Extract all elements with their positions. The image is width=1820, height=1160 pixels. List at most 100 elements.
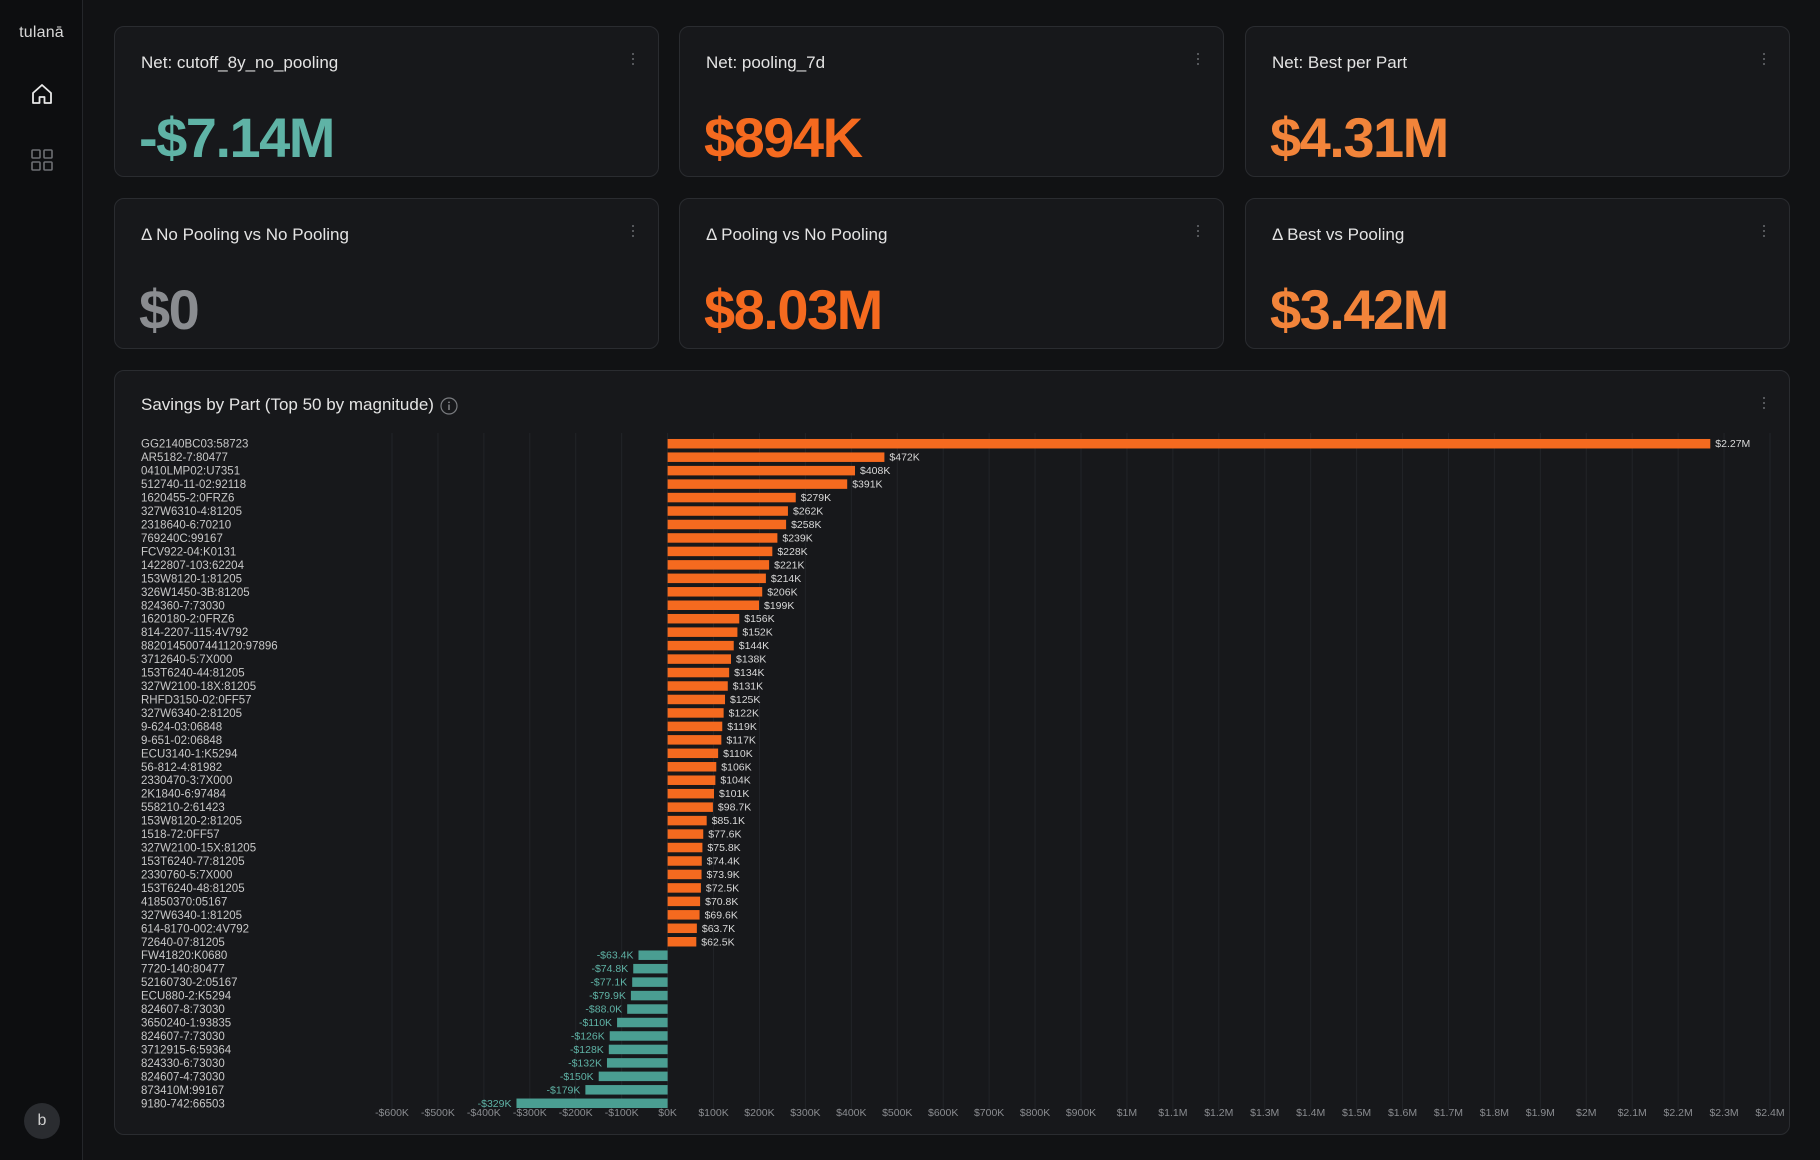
x-tick-label: $2.3M [1709,1107,1738,1119]
bar [585,1085,668,1095]
bar-value-label: -$128K [570,1044,604,1056]
category-label: FCV922-04:K0131 [141,546,236,558]
kpi-title: Δ Best vs Pooling [1272,225,1405,244]
kebab-menu-icon[interactable] [1761,53,1767,71]
category-label: FW41820:K0680 [141,950,227,962]
category-label: 824607-4:73030 [141,1071,225,1083]
user-avatar[interactable]: b [24,1103,60,1139]
category-label: 72640-07:81205 [141,937,225,949]
category-label: 873410M:99167 [141,1085,224,1097]
kpi-card-net-cutoff: Net: cutoff_8y_no_pooling -$7.14M [114,26,659,177]
category-label: 327W2100-15X:81205 [141,843,256,855]
category-label: 153W8120-2:81205 [141,816,242,828]
bar [667,533,778,543]
kpi-title: Δ No Pooling vs No Pooling [141,225,349,244]
bar-value-label: $391K [852,479,882,491]
bar [667,438,1711,449]
x-tick-label: -$200K [559,1107,593,1119]
bar [667,708,724,718]
category-label: 769240C:99167 [141,533,223,545]
bar [667,613,740,624]
bar [667,829,704,839]
bar [667,883,701,893]
bar [630,990,668,1001]
category-label: 9-624-03:06848 [141,721,222,733]
bar-value-label: $62.5K [701,936,734,948]
bar-value-label: $122K [729,707,759,719]
bar [617,1017,668,1028]
bar-value-label: -$126K [571,1030,605,1042]
bar [667,506,788,516]
bar-value-label: $73.9K [707,869,740,881]
category-label: 326W1450-3B:81205 [141,587,250,599]
sidebar: tulanā b [0,0,83,1160]
bar-value-label: $206K [767,586,797,598]
kpi-card-net-best: Net: Best per Part $4.31M [1245,26,1790,177]
kebab-menu-icon[interactable] [1761,397,1767,415]
bar [667,775,716,785]
kpi-card-delta-best: Δ Best vs Pooling $3.42M [1245,198,1790,349]
grid-icon[interactable] [28,146,56,174]
bar [667,519,787,530]
category-label: 327W6340-2:81205 [141,708,242,720]
bar-value-label: $199K [764,600,794,612]
bar [667,640,734,651]
kpi-title: Net: pooling_7d [706,53,826,72]
bar-value-label: -$132K [568,1057,602,1069]
bar [633,963,668,974]
x-tick-label: -$400K [467,1107,501,1119]
kpi-card-delta-pooling: Δ Pooling vs No Pooling $8.03M [679,198,1224,349]
category-label: 41850370:05167 [141,896,227,908]
app-logo[interactable]: tulanā [19,24,64,41]
bar [667,896,701,907]
category-label: 3712915-6:59364 [141,1044,232,1056]
kebab-menu-icon[interactable] [1195,225,1201,243]
x-tick-label: $2.2M [1664,1107,1693,1119]
kpi-value: -$7.14M [139,106,335,169]
bar [667,546,773,557]
category-label: 327W6340-1:81205 [141,910,242,922]
category-label: 153T6240-44:81205 [141,668,245,680]
x-tick-label: -$500K [421,1107,455,1119]
category-label: GG2140BC03:58723 [141,439,248,451]
x-tick-label: $2.4M [1755,1107,1784,1119]
bar-value-label: $75.8K [707,842,740,854]
savings-bar-chart: -$600K -$500K -$400K -$300K -$200K -$100K $0K $… [141,433,1785,1119]
kebab-menu-icon[interactable] [1195,53,1201,71]
category-label: 7720-140:80477 [141,964,225,976]
bar [667,869,702,880]
savings-chart-card: Savings by Part (Top 50 by magnitude) -$… [114,370,1790,1135]
bar [667,735,722,745]
bar-value-label: $69.6K [705,909,738,921]
info-icon[interactable] [440,397,458,415]
x-tick-label: $100K [698,1107,728,1119]
kebab-menu-icon[interactable] [630,53,636,71]
kebab-menu-icon[interactable] [1761,225,1767,243]
category-label: 2330470-3:7X000 [141,775,232,787]
category-label: 2318640-6:70210 [141,519,231,531]
x-tick-label: $1.5M [1342,1107,1371,1119]
x-tick-label: $1.9M [1526,1107,1555,1119]
category-label: 0410LMP02:U7351 [141,466,240,478]
category-label: 56-812-4:81982 [141,762,222,774]
kpi-value: $0 [139,278,200,341]
bar [608,1044,668,1055]
bar-value-label: -$77.1K [590,977,627,989]
home-icon[interactable] [28,80,56,108]
bar-value-label: $138K [736,654,766,666]
bar [667,910,700,920]
bar [667,856,702,866]
bar [667,815,707,826]
bar [606,1058,668,1068]
bar [667,560,770,570]
bar [667,465,856,476]
bar-value-label: $221K [774,559,804,571]
bar [667,694,726,705]
kebab-menu-icon[interactable] [630,225,636,243]
bar-value-label: $72.5K [706,882,739,894]
x-tick-label: $1.1M [1158,1107,1187,1119]
x-tick-label: $1.7M [1434,1107,1463,1119]
bar [667,802,713,812]
bar [667,479,848,489]
bar [627,1004,668,1014]
